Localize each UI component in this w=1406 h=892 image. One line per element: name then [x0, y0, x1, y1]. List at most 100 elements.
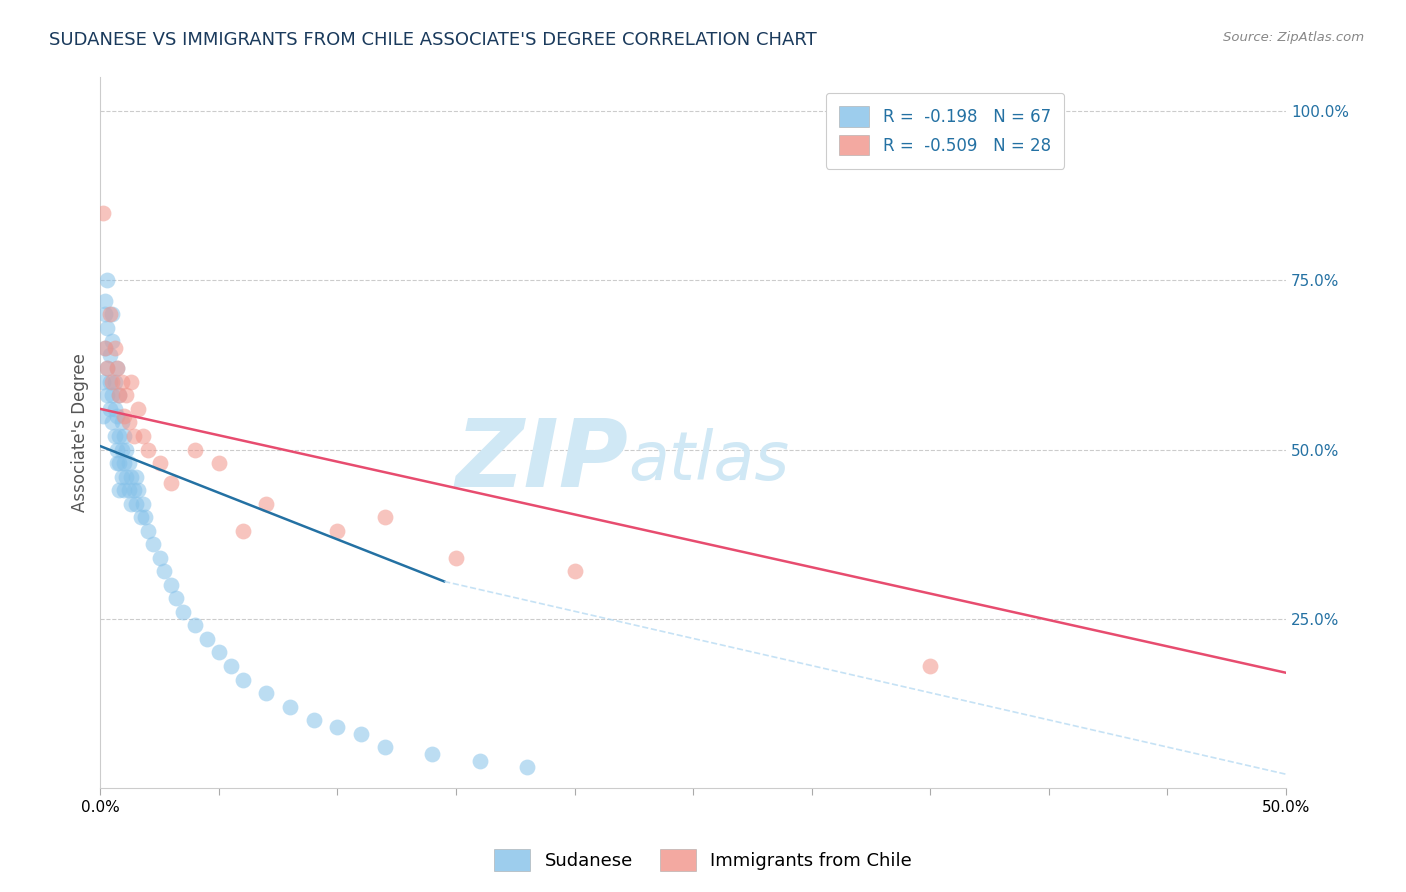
Point [111, 416, 134, 430]
Point [136, 524, 159, 538]
Point [184, 442, 207, 457]
Point [219, 659, 242, 673]
Point [141, 537, 163, 551]
Point [149, 456, 172, 470]
Point [112, 429, 135, 443]
Point [172, 605, 194, 619]
Point [115, 442, 138, 457]
Point [112, 409, 135, 423]
Point [374, 510, 396, 524]
Text: Source: ZipAtlas.com: Source: ZipAtlas.com [1223, 31, 1364, 45]
Point [105, 361, 128, 376]
Text: atlas: atlas [628, 428, 789, 494]
Point [112, 483, 135, 497]
Point [254, 497, 277, 511]
Point [120, 375, 142, 389]
Point [98, 348, 121, 362]
Point [122, 429, 145, 443]
Point [118, 456, 141, 470]
Point [111, 375, 134, 389]
Point [208, 456, 231, 470]
Point [96, 361, 118, 376]
Point [129, 510, 152, 524]
Point [96, 361, 118, 376]
Point [94, 341, 117, 355]
Point [101, 388, 124, 402]
Point [91, 375, 114, 389]
Point [516, 760, 538, 774]
Point [125, 469, 148, 483]
Point [165, 591, 187, 606]
Point [108, 456, 131, 470]
Point [108, 429, 131, 443]
Point [105, 361, 128, 376]
Point [136, 442, 159, 457]
Point [122, 483, 145, 497]
Point [120, 497, 142, 511]
Point [112, 456, 135, 470]
Point [103, 341, 125, 355]
Point [132, 497, 155, 511]
Point [101, 334, 124, 349]
Point [120, 469, 142, 483]
Legend: Sudanese, Immigrants from Chile: Sudanese, Immigrants from Chile [486, 842, 920, 879]
Point [118, 416, 141, 430]
Point [278, 699, 301, 714]
Point [232, 673, 254, 687]
Point [920, 659, 942, 673]
Point [444, 550, 467, 565]
Point [94, 341, 117, 355]
Point [96, 388, 118, 402]
Point [374, 740, 396, 755]
Point [94, 293, 117, 308]
Point [132, 429, 155, 443]
Point [101, 375, 124, 389]
Point [105, 409, 128, 423]
Point [91, 409, 114, 423]
Point [326, 524, 349, 538]
Point [98, 375, 121, 389]
Point [98, 307, 121, 321]
Point [111, 469, 134, 483]
Point [103, 375, 125, 389]
Point [105, 442, 128, 457]
Point [94, 307, 117, 321]
Point [125, 497, 148, 511]
Point [101, 307, 124, 321]
Point [127, 483, 149, 497]
Point [115, 469, 138, 483]
Point [153, 564, 176, 578]
Point [96, 320, 118, 334]
Point [103, 401, 125, 416]
Text: ZIP: ZIP [456, 415, 628, 507]
Point [108, 483, 131, 497]
Point [111, 442, 134, 457]
Point [208, 645, 231, 659]
Point [101, 416, 124, 430]
Point [127, 401, 149, 416]
Point [103, 429, 125, 443]
Point [232, 524, 254, 538]
Point [160, 578, 183, 592]
Point [350, 726, 373, 740]
Point [105, 456, 128, 470]
Point [108, 388, 131, 402]
Point [134, 510, 156, 524]
Y-axis label: Associate's Degree: Associate's Degree [72, 353, 89, 512]
Point [96, 273, 118, 287]
Point [254, 686, 277, 700]
Point [302, 713, 325, 727]
Point [115, 388, 138, 402]
Point [91, 205, 114, 219]
Point [326, 720, 349, 734]
Point [184, 618, 207, 632]
Point [98, 401, 121, 416]
Point [118, 483, 141, 497]
Text: SUDANESE VS IMMIGRANTS FROM CHILE ASSOCIATE'S DEGREE CORRELATION CHART: SUDANESE VS IMMIGRANTS FROM CHILE ASSOCI… [49, 31, 817, 49]
Point [108, 388, 131, 402]
Point [420, 747, 443, 761]
Point [468, 754, 491, 768]
Legend: R =  -0.198   N = 67, R =  -0.509   N = 28: R = -0.198 N = 67, R = -0.509 N = 28 [827, 93, 1064, 169]
Point [195, 632, 218, 646]
Point [160, 476, 183, 491]
